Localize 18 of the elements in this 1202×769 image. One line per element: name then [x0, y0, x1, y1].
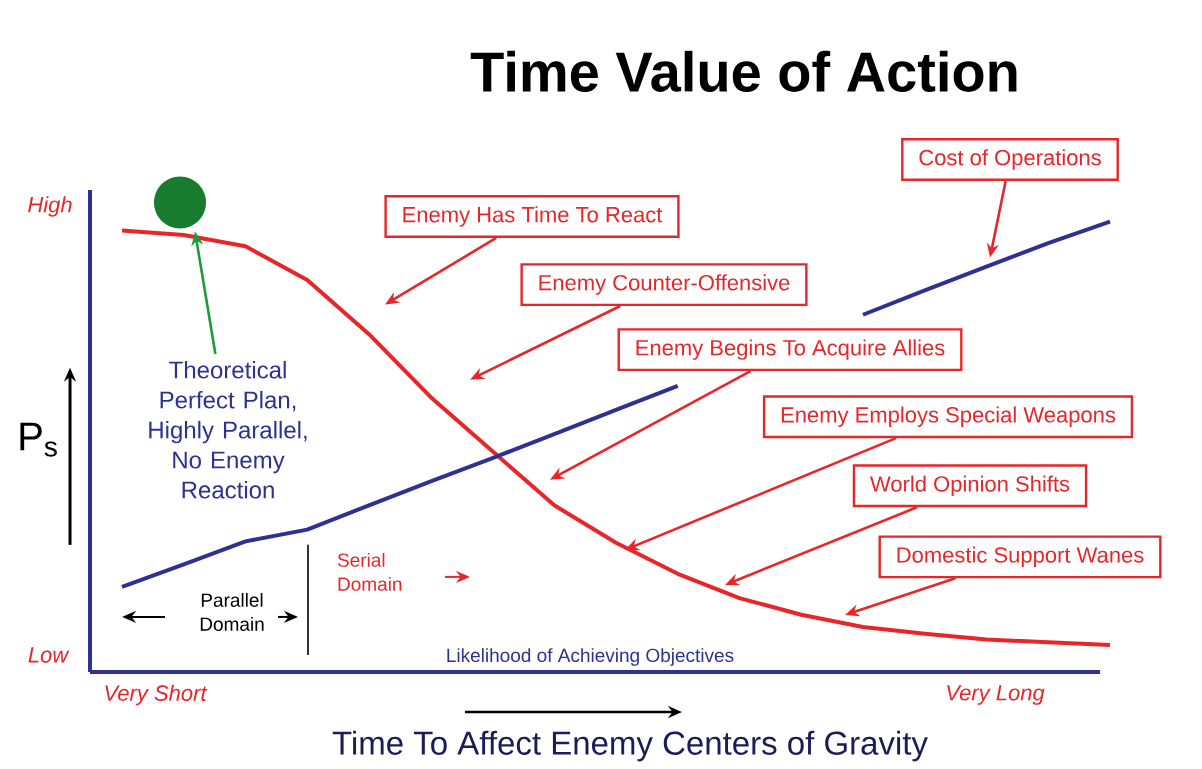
text: High [28, 196, 72, 217]
text: Very Long [947, 685, 1045, 705]
annotation: Enemy Employs Special Weapons [781, 406, 1116, 427]
annotation: Enemy Has Time To React [403, 206, 663, 227]
x-axis-title: Time To Affect Enemy Centers of Gravity [332, 730, 928, 762]
annotation: Enemy Begins To Acquire Allies [636, 339, 945, 360]
text: Very Short [105, 684, 208, 706]
annotation: Theoretical Perfect Plan, Highly Parallel, No Enemy Reaction [149, 360, 307, 499]
chart-title: Time Value of Action [470, 50, 1017, 92]
annotation: Parallel Domain [200, 592, 264, 631]
annotation: Serial Domain [337, 552, 402, 591]
annotation: Domestic Support Wanes [897, 546, 1144, 568]
annotation: Enemy Counter-Offensive [539, 274, 790, 295]
text: Low [28, 647, 70, 663]
text: Cost of Operations [919, 149, 1101, 170]
y-axis-title: P$_{s}$ [20, 422, 57, 457]
annotation: Likelihood of Achieving Objectives [447, 648, 734, 666]
annotation: World Opinion Shifts [870, 475, 1070, 497]
